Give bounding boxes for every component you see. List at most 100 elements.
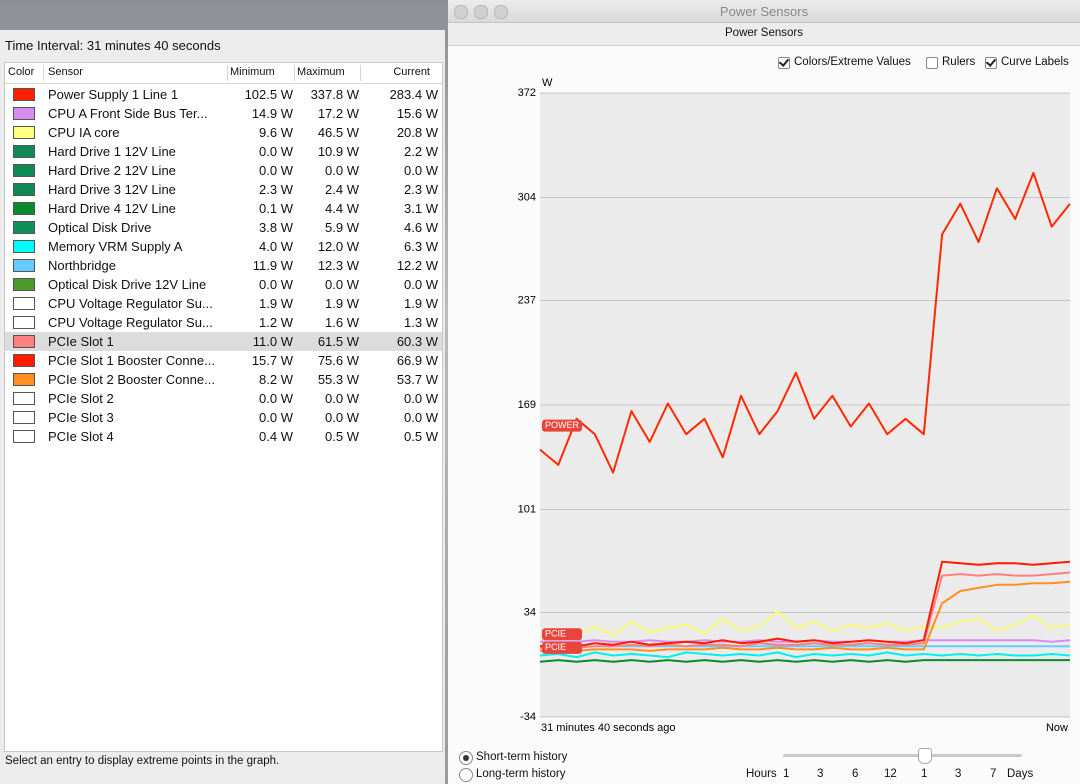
- chart: W -34 34 101 169 237 304 372 31 minutes 40 secon…: [518, 77, 1071, 734]
- column-divider: [43, 65, 44, 81]
- maximum: 0.0 W: [325, 391, 359, 406]
- checkbox[interactable]: [926, 57, 938, 69]
- minimize-button[interactable]: [474, 5, 488, 19]
- color-swatch: [13, 278, 35, 291]
- sensor-row[interactable]: Optical Disk Drive 12V Line 0.0 W 0.0 W 0.0…: [5, 275, 442, 294]
- radio-label[interactable]: Long-term history: [476, 768, 566, 780]
- color-swatch: [13, 183, 35, 196]
- sensor-name: CPU A Front Side Bus Ter...: [48, 106, 208, 121]
- scale-label: 7: [990, 768, 997, 780]
- scale-label: 3: [817, 768, 824, 780]
- sensor-row[interactable]: PCIe Slot 1 11.0 W 61.5 W 60.3 W: [5, 332, 442, 351]
- color-swatch: [13, 392, 35, 405]
- minimum: 2.3 W: [259, 182, 293, 197]
- maximum: 0.0 W: [325, 277, 359, 292]
- sensor-row[interactable]: CPU Voltage Regulator Su... 1.2 W 1.6 W 1.3…: [5, 313, 442, 332]
- sensor-row[interactable]: Memory VRM Supply A 4.0 W 12.0 W 6.3 W: [5, 237, 442, 256]
- maximum: 0.0 W: [325, 410, 359, 425]
- column-header[interactable]: Minimum: [230, 66, 275, 78]
- curve-label: POWER: [545, 420, 580, 430]
- series-line: [539, 580, 1071, 652]
- sensor-row[interactable]: PCIe Slot 4 0.4 W 0.5 W 0.5 W: [5, 427, 442, 446]
- color-swatch: [13, 297, 35, 310]
- color-swatch: [13, 88, 35, 101]
- maximum: 75.6 W: [317, 353, 359, 368]
- minimum: 4.0 W: [259, 239, 293, 254]
- sensor-row[interactable]: Northbridge 11.9 W 12.3 W 12.2 W: [5, 256, 442, 275]
- checkbox-label[interactable]: Curve Labels: [1001, 56, 1069, 68]
- sensor-row[interactable]: Hard Drive 1 12V Line 0.0 W 10.9 W 2.2 W: [5, 142, 442, 161]
- checkbox-label[interactable]: Colors/Extreme Values: [794, 56, 911, 68]
- sensor-name: Power Supply 1 Line 1: [48, 87, 179, 102]
- sensor-row[interactable]: Hard Drive 3 12V Line 2.3 W 2.4 W 2.3 W: [5, 180, 442, 199]
- series-line: [539, 571, 1071, 649]
- maximum: 1.6 W: [325, 315, 359, 330]
- color-swatch: [13, 373, 35, 386]
- slider-knob[interactable]: [918, 748, 932, 764]
- sensor-row[interactable]: CPU IA core 9.6 W 46.5 W 20.8 W: [5, 123, 442, 142]
- column-header[interactable]: Current: [393, 66, 430, 78]
- current: 6.3 W: [404, 239, 438, 254]
- scale-label: 12: [884, 768, 897, 780]
- checkbox-label[interactable]: Rulers: [942, 56, 976, 68]
- minimum: 102.5 W: [244, 87, 293, 102]
- color-swatch: [13, 221, 35, 234]
- slider-track[interactable]: [783, 754, 1022, 757]
- sensor-name: Hard Drive 4 12V Line: [48, 201, 176, 216]
- sensor-row[interactable]: Optical Disk Drive 3.8 W 5.9 W 4.6 W: [5, 218, 442, 237]
- minimum: 0.0 W: [259, 277, 293, 292]
- x-tick-label: 31 minutes 40 seconds ago: [541, 722, 676, 734]
- sensor-row[interactable]: Hard Drive 2 12V Line 0.0 W 0.0 W 0.0 W: [5, 161, 442, 180]
- current: 15.6 W: [396, 106, 438, 121]
- zoom-button[interactable]: [494, 5, 508, 19]
- current: 1.3 W: [404, 315, 438, 330]
- sensor-name: Optical Disk Drive 12V Line: [48, 277, 207, 292]
- column-header[interactable]: Sensor: [48, 66, 83, 78]
- maximum: 61.5 W: [317, 334, 359, 349]
- sensor-row[interactable]: PCIe Slot 3 0.0 W 0.0 W 0.0 W: [5, 408, 442, 427]
- sensor-row[interactable]: PCIe Slot 2 Booster Conne... 8.2 W 55.3 W 5…: [5, 370, 442, 389]
- sensor-row[interactable]: PCIe Slot 2 0.0 W 0.0 W 0.0 W: [5, 389, 442, 408]
- column-header[interactable]: Maximum: [297, 66, 345, 78]
- minimum: 0.0 W: [259, 410, 293, 425]
- minimum: 11.0 W: [252, 334, 293, 349]
- maximum: 1.9 W: [325, 296, 359, 311]
- current: 60.3 W: [396, 334, 438, 349]
- column-divider: [360, 65, 361, 81]
- sensor-row[interactable]: Hard Drive 4 12V Line 0.1 W 4.4 W 3.1 W: [5, 199, 442, 218]
- current: 2.3 W: [404, 182, 438, 197]
- y-tick-label: 34: [524, 606, 536, 618]
- sensor-row[interactable]: Power Supply 1 Line 1 102.5 W 337.8 W 283.4…: [5, 85, 442, 104]
- maximum: 10.9 W: [317, 144, 359, 159]
- sensor-row[interactable]: CPU Voltage Regulator Su... 1.9 W 1.9 W 1.9…: [5, 294, 442, 313]
- color-swatch: [13, 202, 35, 215]
- maximum: 12.0 W: [317, 239, 359, 254]
- sensor-name: Memory VRM Supply A: [48, 239, 183, 254]
- maximum: 12.3 W: [317, 258, 359, 273]
- sensor-row[interactable]: CPU A Front Side Bus Ter... 14.9 W 17.2 W 1…: [5, 104, 442, 123]
- current: 53.7 W: [396, 372, 438, 387]
- series-line: [539, 651, 1071, 659]
- radio-label[interactable]: Short-term history: [476, 751, 568, 763]
- sensor-name: PCIe Slot 2 Booster Conne...: [48, 372, 215, 387]
- minimum: 0.1 W: [259, 201, 293, 216]
- curve-label: PCIE: [545, 642, 566, 652]
- checkbox[interactable]: [985, 57, 997, 69]
- checkbox[interactable]: [778, 57, 790, 69]
- close-button[interactable]: [454, 5, 468, 19]
- series-line: [539, 610, 1071, 639]
- current: 4.6 W: [404, 220, 438, 235]
- column-header[interactable]: Color: [8, 66, 35, 78]
- maximum: 337.8 W: [310, 87, 359, 102]
- minimum: 3.8 W: [259, 220, 293, 235]
- current: 0.5 W: [404, 429, 438, 444]
- sensor-name: Hard Drive 1 12V Line: [48, 144, 176, 159]
- sensor-row[interactable]: PCIe Slot 1 Booster Conne... 15.7 W 75.6 W…: [5, 351, 442, 370]
- sensor-name: PCIe Slot 2: [48, 391, 114, 406]
- radio-dot: [463, 755, 469, 761]
- color-swatch: [13, 107, 35, 120]
- curve-label: PCIE: [545, 629, 566, 639]
- radio[interactable]: [459, 768, 473, 782]
- color-swatch: [13, 411, 35, 424]
- minimum: 15.7 W: [251, 353, 293, 368]
